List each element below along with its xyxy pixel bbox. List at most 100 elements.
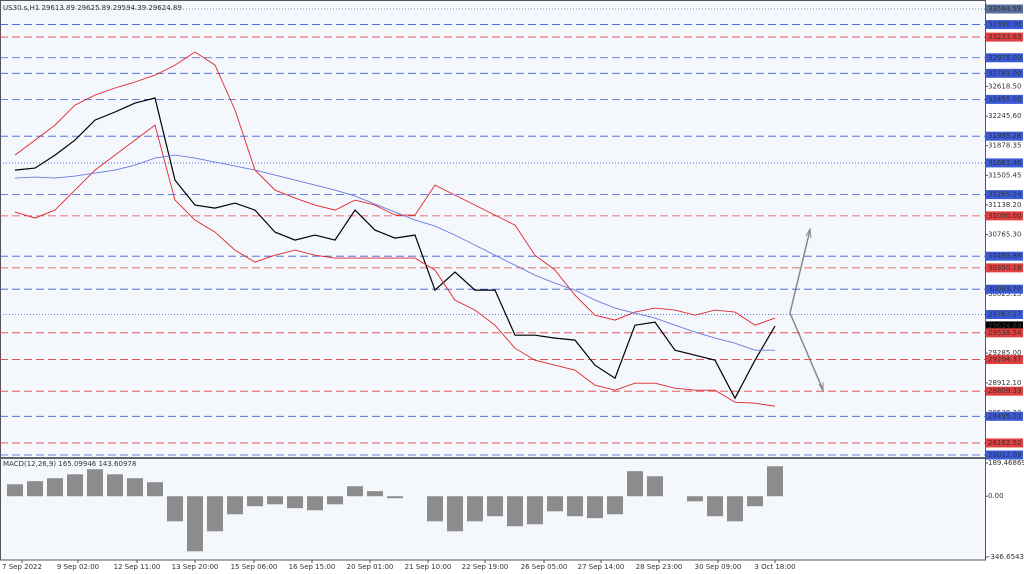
level-tag bbox=[986, 438, 1023, 448]
price-line bbox=[14, 154, 775, 351]
x-tick-label: 7 Sep 2022 bbox=[2, 563, 42, 571]
x-tick-label: 26 Sep 05:00 bbox=[521, 563, 568, 571]
macd-bar bbox=[587, 496, 603, 519]
level-label: 30495.88 bbox=[988, 252, 1021, 260]
x-tick-label: 27 Sep 14:00 bbox=[578, 563, 625, 571]
level-label: 29767.17 bbox=[988, 311, 1021, 319]
level-label: 30083.70 bbox=[988, 285, 1021, 293]
x-tick-label: 9 Sep 02:00 bbox=[57, 563, 99, 571]
macd-label: MACD(12,26,9) 165.09946 143.60978 bbox=[3, 460, 136, 468]
macd-bar bbox=[147, 482, 163, 497]
level-label: 31995.28 bbox=[988, 132, 1021, 140]
macd-bar bbox=[327, 496, 343, 505]
level-label: 31265.24 bbox=[988, 191, 1022, 199]
macd-bar bbox=[7, 484, 23, 497]
macd-bar bbox=[87, 469, 103, 497]
macd-bar bbox=[127, 478, 143, 497]
macd-bar bbox=[27, 481, 43, 497]
level-label: 28495.23 bbox=[988, 412, 1021, 420]
level-tag bbox=[986, 20, 1023, 30]
y-tick-label: -346.65432 bbox=[988, 553, 1024, 561]
x-tick-label: 20 Sep 01:00 bbox=[347, 563, 394, 571]
y-tick-label: 29285.00 bbox=[988, 349, 1021, 357]
macd-bar bbox=[387, 496, 403, 499]
level-label: 29538.54 bbox=[988, 329, 1022, 337]
level-tag bbox=[986, 94, 1023, 104]
macd-bar bbox=[47, 478, 63, 497]
macd-bar bbox=[747, 496, 763, 507]
y-tick-label: 31505.45 bbox=[988, 171, 1021, 179]
macd-bar bbox=[487, 496, 503, 517]
macd-bar bbox=[627, 471, 643, 497]
macd-bar bbox=[207, 496, 223, 532]
y-tick-label: 32618.50 bbox=[988, 82, 1021, 90]
macd-bar bbox=[567, 496, 583, 517]
level-label: 28809.33 bbox=[988, 387, 1021, 395]
level-tag bbox=[986, 355, 1023, 365]
y-tick-label: 31878.35 bbox=[988, 142, 1021, 150]
macd-bar bbox=[347, 486, 363, 497]
macd-bar bbox=[107, 474, 123, 497]
x-tick-label: 16 Sep 15:00 bbox=[289, 563, 336, 571]
level-label: 29204.37 bbox=[988, 356, 1021, 364]
macd-bar bbox=[647, 476, 663, 497]
level-tag bbox=[986, 251, 1023, 261]
level-label: 32781.00 bbox=[988, 69, 1021, 77]
level-label: 28162.52 bbox=[988, 439, 1021, 447]
level-tag bbox=[986, 158, 1023, 168]
x-tick-label: 30 Sep 09:00 bbox=[695, 563, 742, 571]
y-tick-label: 28912.10 bbox=[988, 379, 1021, 387]
projection-arrow bbox=[789, 229, 811, 314]
level-label: 32975.00 bbox=[988, 54, 1021, 62]
level-label: 33233.63 bbox=[988, 33, 1021, 41]
x-tick-label: 12 Sep 11:00 bbox=[114, 563, 161, 571]
level-tag bbox=[986, 211, 1023, 221]
x-tick-label: 3 Oct 18:00 bbox=[754, 563, 795, 571]
y-tick-label: 30765.30 bbox=[988, 231, 1021, 239]
level-tag bbox=[986, 310, 1023, 320]
macd-bar bbox=[507, 496, 523, 527]
x-tick-label: 15 Sep 06:00 bbox=[231, 563, 278, 571]
x-tick-label: 22 Sep 19:00 bbox=[462, 563, 509, 571]
macd-bar bbox=[287, 496, 303, 509]
level-label: 33584.59 bbox=[988, 5, 1021, 13]
level-label: 33390.00 bbox=[988, 21, 1021, 29]
macd-bar bbox=[767, 466, 783, 497]
level-tag bbox=[986, 131, 1023, 141]
x-tick-label: 21 Sep 10:00 bbox=[405, 563, 452, 571]
level-label: 32455.00 bbox=[988, 95, 1021, 103]
plot-background bbox=[0, 0, 985, 560]
price-line bbox=[14, 51, 776, 326]
macd-bar bbox=[727, 496, 743, 522]
x-tick-label: 28 Sep 23:00 bbox=[636, 563, 683, 571]
level-label: 30350.18 bbox=[988, 264, 1021, 272]
level-tag bbox=[986, 328, 1023, 338]
macd-bar bbox=[267, 496, 283, 505]
level-tag bbox=[986, 32, 1023, 42]
level-tag bbox=[986, 284, 1023, 294]
macd-bar bbox=[447, 496, 463, 532]
level-tag bbox=[986, 53, 1023, 63]
macd-bar bbox=[367, 491, 383, 497]
y-tick-label: 189.46869 bbox=[988, 459, 1024, 467]
symbol-label: US30.s,H1 29613.89 29625.89 29594.39 296… bbox=[3, 4, 182, 12]
level-tag bbox=[986, 263, 1023, 273]
level-label: 29624.89 bbox=[988, 322, 1021, 330]
macd-bar bbox=[607, 496, 623, 515]
level-tag bbox=[986, 386, 1023, 396]
macd-bar bbox=[247, 496, 263, 507]
level-tag bbox=[986, 68, 1023, 78]
y-tick-label: 0.00 bbox=[988, 492, 1004, 500]
level-label: 28012.09 bbox=[988, 451, 1021, 459]
y-tick-label: 30025.15 bbox=[988, 290, 1021, 298]
plot-frame bbox=[0, 0, 986, 561]
macd-bar bbox=[687, 496, 703, 502]
level-label: 31000.00 bbox=[988, 212, 1021, 220]
price-line bbox=[14, 124, 776, 407]
macd-bar bbox=[167, 496, 183, 522]
y-tick-label: 31138.20 bbox=[988, 201, 1021, 209]
macd-bar bbox=[307, 496, 323, 511]
x-tick-label: 13 Sep 20:00 bbox=[172, 563, 219, 571]
macd-bar bbox=[527, 496, 543, 525]
